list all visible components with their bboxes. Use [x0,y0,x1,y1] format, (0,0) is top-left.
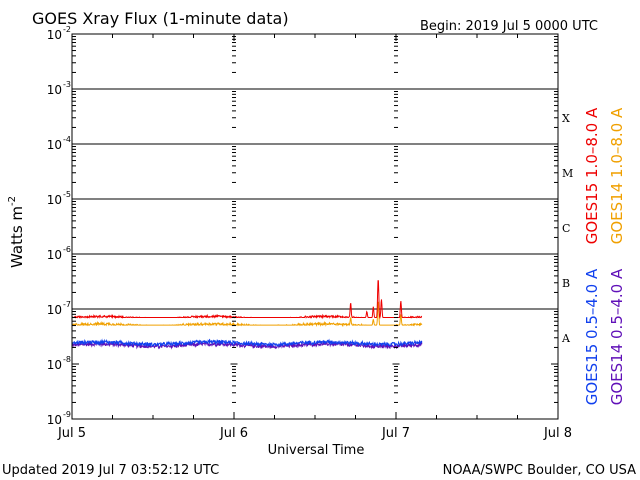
legend-right: GOES15 1.0–8.0 A GOES15 0.5–4.0 A [583,107,601,405]
legend-goes15-long: GOES15 1.0–8.0 A [583,107,601,244]
x-tick-label: Jul 5 [57,426,86,441]
flare-class-x: X [562,112,570,125]
y-tick-label: 10 [47,193,62,207]
y-tick-label: 10 [47,303,62,317]
chart-title: GOES Xray Flux (1-minute data) [32,9,289,28]
begin-label: Begin: 2019 Jul 5 0000 UTC [420,19,598,34]
x-tick-label: Jul 7 [381,426,410,441]
legend-goes14-long: GOES14 1.0–8.0 A [608,107,626,244]
y-tick-exponent: -7 [63,300,71,309]
flare-class-b: B [562,277,570,290]
legend-goes15-short: GOES15 0.5–4.0 A [583,268,601,405]
legend-far-right: GOES14 1.0–8.0 A GOES14 0.5–4.0 A [608,107,626,405]
flare-class-c: C [562,222,570,235]
series-line-1 [71,301,423,328]
y-tick-exponent: -8 [63,355,71,364]
x-axis-title: Universal Time [268,443,365,458]
flare-class-labels: X M C B A [561,112,573,345]
y-tick-label: 10 [47,413,62,427]
legend-goes14-short: GOES14 0.5–4.0 A [608,268,626,405]
y-axis-title-text: Watts m [8,206,26,268]
y-tick-labels: 10-210-310-410-510-610-710-810-9 [47,25,71,427]
x-tick-label: Jul 6 [219,426,248,441]
series-line-0 [71,280,423,320]
source-credit: NOAA/SWPC Boulder, CO USA [443,463,636,478]
y-tick-label: 10 [47,28,62,42]
svg-text:Watts m-2: Watts m-2 [7,196,26,268]
y-tick-label: 10 [47,358,62,372]
y-tick-label: 10 [47,248,62,262]
flare-class-m: M [562,167,573,180]
y-tick-exponent: -2 [63,25,71,34]
series-line-2 [71,338,423,348]
y-tick-label: 10 [47,83,62,97]
x-tick-label: Jul 8 [543,426,572,441]
y-tick-exponent: -5 [63,190,71,199]
y-tick-label: 10 [47,138,62,152]
series-lines [71,280,423,350]
y-tick-exponent: -9 [63,410,71,419]
y-tick-exponent: -4 [63,135,71,144]
y-axis-title: Watts m-2 [7,196,26,268]
flare-class-a: A [561,332,571,345]
updated-timestamp: Updated 2019 Jul 7 03:52:12 UTC [2,463,219,478]
grid-lines [72,88,558,310]
axis-ticks [71,34,559,420]
y-tick-exponent: -6 [63,245,71,254]
y-tick-exponent: -3 [63,80,71,89]
plot-area [71,33,559,420]
x-tick-labels: Jul 5 Jul 6 Jul 7 Jul 8 [57,426,572,441]
y-axis-title-exponent: -2 [7,196,18,206]
